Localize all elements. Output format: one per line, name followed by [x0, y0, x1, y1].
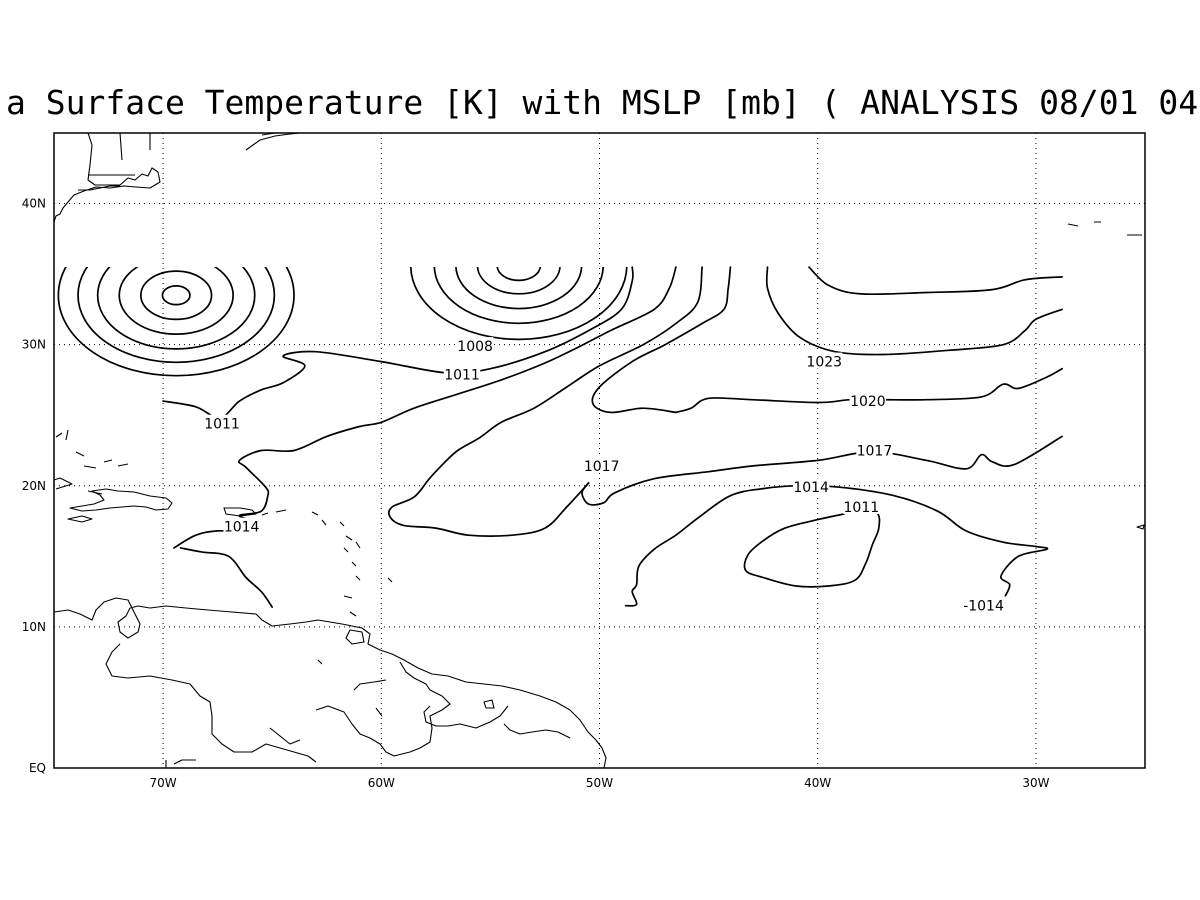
- isobar-1020: [591, 266, 732, 414]
- isobar-1011: [743, 508, 881, 588]
- isobar-1014: [624, 484, 1049, 607]
- x-tick-label: 40W: [804, 776, 831, 790]
- y-tick-label: 30N: [22, 338, 46, 352]
- isobar-1011: [162, 266, 634, 419]
- coastline-cape-verde: [1136, 524, 1145, 530]
- isobars: [57, 266, 1063, 608]
- closed-isobar-ring: [96, 267, 256, 350]
- contour-label-bg: [223, 517, 260, 534]
- coastline-puerto-rico: [223, 507, 257, 517]
- isobar-1017: [388, 266, 703, 537]
- contour-label: 1017: [857, 444, 893, 460]
- y-tick-label: 10N: [22, 620, 46, 634]
- coastline-hispaniola: [69, 488, 173, 512]
- coastline-bahamas: [55, 429, 129, 469]
- contour-label: 1014: [793, 480, 829, 496]
- contour-label: 1017: [584, 459, 620, 475]
- coastline-trinidad: [345, 629, 365, 645]
- coastline-azores: [1067, 221, 1142, 236]
- contour-label-bg: [856, 441, 893, 458]
- coastline-south-america: [53, 597, 607, 769]
- isobar-1023: [765, 266, 1063, 356]
- coastline-jamaica: [67, 515, 93, 523]
- y-tick-label: EQ: [29, 761, 46, 775]
- x-axis-ticks: 70W 60W 50W 40W 30W: [150, 776, 1050, 790]
- contour-label-bg: [843, 497, 880, 514]
- contour-label-bg: [583, 457, 620, 474]
- coastline-country-borders: [105, 643, 571, 768]
- contour-labels: 1008 1011 1011 1014 1017 1023 1020 1017 1014 1011…: [203, 337, 1007, 615]
- contour-label: 1023: [806, 355, 842, 371]
- contour-label-bg: [806, 352, 843, 369]
- contour-label-bg: [203, 414, 241, 431]
- contour-label-bg: [961, 596, 1007, 613]
- closed-isobar-ring: [409, 267, 628, 341]
- closed-isobar-ring: [118, 267, 234, 335]
- contour-label-bg: [849, 392, 887, 409]
- closed-isobars: [57, 267, 628, 377]
- contour-label: 1014: [224, 520, 260, 536]
- isobar-1014: [173, 266, 677, 549]
- x-tick-label: 50W: [586, 776, 613, 790]
- x-tick-label: 60W: [368, 776, 395, 790]
- contour-label: 1020: [850, 394, 886, 410]
- isobar-1026: [808, 266, 1063, 296]
- contour-label: 1011: [444, 367, 480, 383]
- isobar-1014: [179, 547, 274, 608]
- isobar-1017: [581, 435, 1063, 506]
- contour-label: -1014: [963, 599, 1004, 615]
- closed-isobar-ring: [57, 267, 295, 377]
- contour-label-bg: [456, 337, 494, 354]
- coastline-state-lines: [88, 132, 151, 176]
- closed-isobar-ring: [77, 267, 276, 364]
- closed-isobar-ring: [161, 285, 191, 306]
- coastline-lesser-antilles: [261, 509, 393, 665]
- chart-title: a Surface Temperature [K] with MSLP [mb]…: [6, 83, 1200, 122]
- grid-lines: [54, 133, 1145, 768]
- coastline-new-england: [53, 132, 161, 223]
- contour-label-bg: [443, 365, 481, 382]
- closed-isobar-ring: [139, 270, 213, 321]
- y-tick-label: 40N: [22, 197, 46, 211]
- y-axis-ticks: EQ 10N 20N 30N 40N: [22, 197, 46, 775]
- y-tick-label: 20N: [22, 479, 46, 493]
- closed-isobar-ring: [476, 267, 561, 295]
- contour-label-bg: [792, 478, 830, 495]
- closed-isobar-ring: [433, 267, 605, 325]
- x-tick-label: 30W: [1022, 776, 1049, 790]
- coastline-newfoundland: [245, 132, 301, 151]
- closed-isobar-ring: [496, 267, 542, 282]
- contour-label: 1011: [204, 417, 240, 433]
- contour-label: 1008: [457, 339, 493, 355]
- plot-frame: [53, 132, 1146, 769]
- coastlines: [53, 132, 1145, 769]
- contour-label: 1011: [844, 500, 880, 516]
- closed-isobar-ring: [455, 267, 583, 310]
- x-tick-label: 70W: [150, 776, 177, 790]
- coastline-long-island: [78, 185, 120, 191]
